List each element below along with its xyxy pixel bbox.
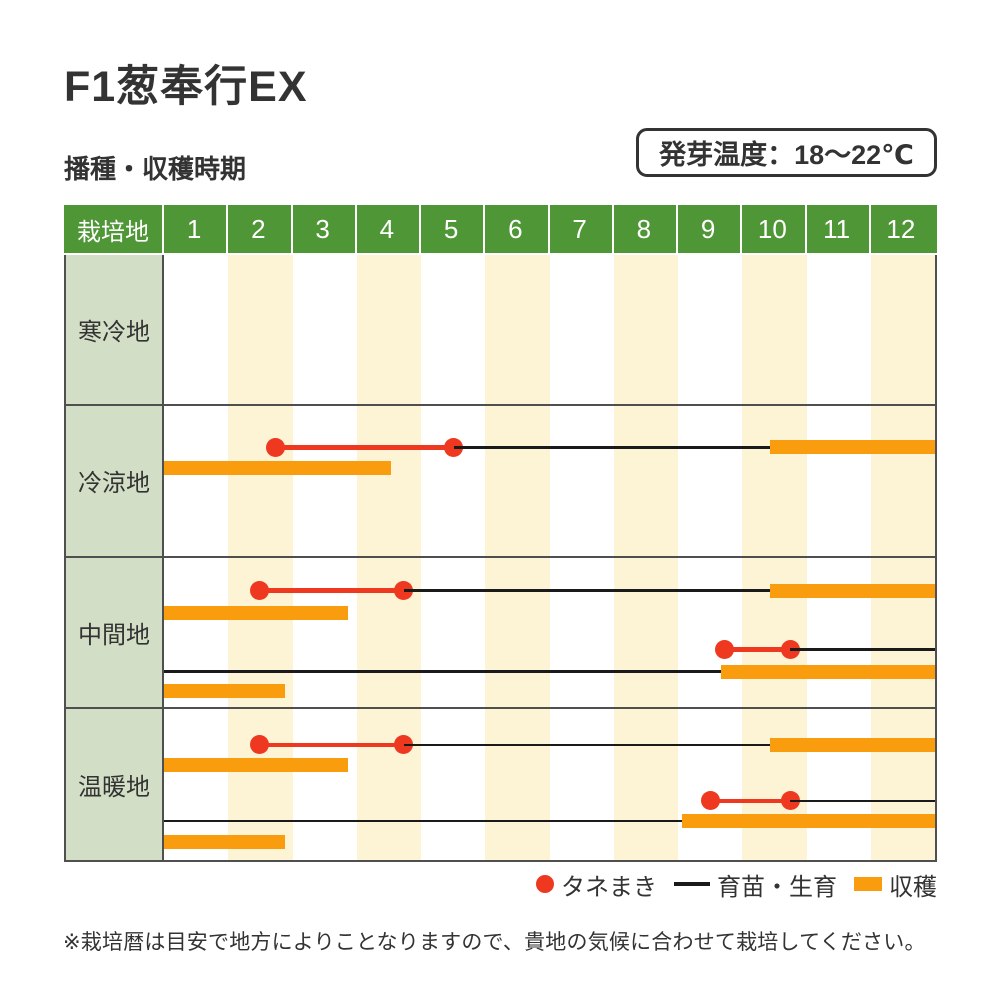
harvest-period-bar	[164, 683, 286, 698]
calendar-table: 栽培地 1 2 3 4 5 6 7 8 9 10 11 12 寒冷地 冷涼地 中間地 温暖地	[64, 205, 937, 862]
sowing-period-line	[259, 742, 404, 747]
month-header-label: 4	[379, 213, 395, 244]
sowing-period-line	[724, 647, 791, 652]
region-label: 中間地	[78, 621, 150, 649]
footnote: ※栽培暦は目安で地方によりことなりますので、貴地の気候に合わせて栽培してください…	[63, 931, 926, 954]
region-lanes	[164, 406, 935, 555]
harvest-period-bar	[164, 757, 349, 772]
sowing-dot	[265, 437, 285, 457]
harvest-period-bar	[769, 737, 935, 752]
month-header-label: 7	[572, 213, 587, 244]
legend-dot-icon	[536, 875, 554, 893]
month-stripe	[742, 255, 807, 860]
harvest-period-bar	[769, 440, 935, 455]
header-separator	[419, 205, 421, 253]
legend-label: 収穫	[889, 873, 937, 901]
header-separator	[483, 205, 486, 253]
month-stripe	[485, 255, 550, 860]
legend-line-icon	[674, 882, 710, 886]
month-header-label: 9	[700, 213, 716, 244]
sowing-period-line	[275, 445, 454, 450]
header-separator	[868, 205, 871, 253]
region-lanes	[164, 709, 935, 860]
growth-period-line	[453, 446, 770, 449]
header-separator	[804, 205, 807, 253]
region-label: 温暖地	[78, 773, 150, 801]
month-header-label: 6	[508, 213, 523, 244]
growth-period-line	[790, 648, 935, 651]
harvest-period-bar	[164, 461, 391, 476]
sowing-dot	[701, 791, 721, 811]
month-header-label: 2	[251, 213, 266, 244]
legend-label: タネまき	[561, 873, 657, 901]
region-row: 冷涼地	[66, 406, 935, 558]
region-label: 冷涼地	[78, 470, 150, 498]
region-row: 寒冷地	[66, 255, 935, 407]
region-row: 温暖地	[66, 709, 935, 860]
sowing-dot	[250, 581, 270, 600]
germination-temp-box: 発芽温度：18～22℃	[636, 128, 937, 177]
growth-period-line	[403, 589, 770, 592]
month-header-label: 11	[823, 213, 851, 244]
sowing-dot	[715, 640, 735, 659]
calendar-body: 寒冷地冷涼地中間地温暖地	[64, 255, 937, 862]
region-label-column	[66, 255, 164, 860]
harvest-period-bar	[681, 813, 935, 828]
header-separator	[290, 205, 293, 253]
legend-label: 育苗・生育	[717, 873, 837, 901]
growth-period-line	[403, 743, 770, 746]
month-header-label: 8	[636, 213, 652, 244]
month-stripe	[356, 255, 421, 860]
header-separator	[226, 205, 229, 253]
legend-item: 育苗・生育	[674, 867, 837, 902]
month-header-row: 栽培地 1 2 3 4 5 6 7 8 9 10 11 12	[64, 205, 937, 253]
sowing-dot	[250, 735, 270, 755]
harvest-period-bar	[164, 834, 286, 849]
region-lanes	[164, 558, 935, 707]
germination-temp-label: 発芽温度：18～22℃	[659, 140, 914, 170]
month-header-label: 12	[886, 213, 916, 244]
header-separator	[611, 205, 614, 253]
legend-item: 収穫	[854, 867, 937, 902]
region-label: 寒冷地	[78, 319, 150, 347]
region-column-header: 栽培地	[77, 218, 149, 246]
month-header-label: 3	[315, 213, 330, 244]
growth-period-line	[790, 799, 935, 802]
page-title: F1葱奉行EX	[64, 63, 308, 111]
header-separator	[740, 205, 743, 253]
growth-period-line	[164, 819, 682, 822]
header-separator	[547, 205, 550, 253]
harvest-period-bar	[721, 664, 935, 679]
sowing-period-line	[710, 798, 791, 803]
header-separator	[162, 205, 164, 253]
month-header-label: 10	[757, 213, 787, 244]
month-stripe	[613, 255, 678, 860]
month-header-label: 1	[186, 213, 202, 244]
growth-period-line	[164, 670, 722, 673]
header-separator	[676, 205, 678, 253]
legend-bar-icon	[854, 877, 882, 891]
page-subtitle: 播種・収穫時期	[64, 154, 247, 184]
harvest-period-bar	[769, 583, 935, 598]
legend: タネまき 育苗・生育 収穫	[536, 866, 937, 902]
region-row: 中間地	[66, 558, 935, 709]
legend-item: タネまき	[536, 867, 657, 902]
harvest-period-bar	[164, 605, 349, 620]
month-stripe	[870, 255, 935, 860]
region-lanes	[164, 255, 935, 404]
header-separator	[354, 205, 357, 253]
sowing-period-line	[259, 588, 404, 593]
month-header-label: 5	[443, 213, 459, 244]
